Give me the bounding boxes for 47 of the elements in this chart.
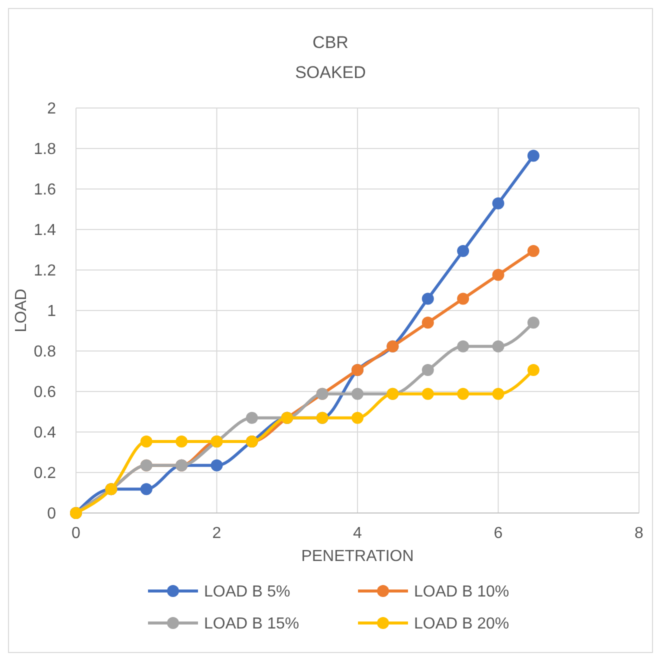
point [527,150,540,162]
y-tick-label: 0.2 [34,465,56,482]
point [527,316,540,329]
legend-label: LOAD B 10% [414,584,510,601]
point [457,292,470,305]
x-tick-label: 6 [494,525,503,542]
x-tick-label: 0 [72,525,81,542]
x-tick-label: 2 [212,525,222,542]
point [352,388,364,400]
legend-label: LOAD B 15% [204,616,300,633]
point [457,388,470,400]
y-tick-label: 0.4 [34,424,56,442]
point [246,412,258,424]
point [492,388,504,400]
y-tick-label: 0 [47,506,56,523]
y-tick-label: 1 [47,303,56,320]
point [422,364,434,376]
point [352,412,364,424]
point [176,436,188,448]
y-tick-label: 1.2 [34,262,56,280]
legend-label: LOAD B 20% [414,616,510,633]
chart-subtitle: SOAKED [295,63,366,82]
point [140,483,152,496]
point [140,436,152,448]
point [210,459,223,472]
y-tick-label: 1.8 [34,141,56,158]
point [492,268,504,281]
point [527,364,540,376]
x-tick-label: 8 [634,525,644,542]
x-axis-title: PENETRATION [301,548,414,565]
point [422,388,434,400]
point [457,340,470,352]
chart-title: CBR [312,33,348,52]
point [492,197,504,210]
x-tick-label: 4 [353,525,362,542]
y-axis-title: LOAD [13,288,30,332]
y-tick-label: 0.6 [34,384,56,402]
point [422,292,434,305]
point [492,340,504,352]
y-tick-label: 1.6 [34,182,56,199]
y-tick-label: 0.8 [34,344,56,361]
point [422,316,434,329]
y-tick-label: 2 [47,100,56,118]
point [527,244,540,257]
legend-label: LOAD B 5% [204,584,290,601]
y-tick-label: 1.4 [34,222,56,240]
point [457,244,470,257]
